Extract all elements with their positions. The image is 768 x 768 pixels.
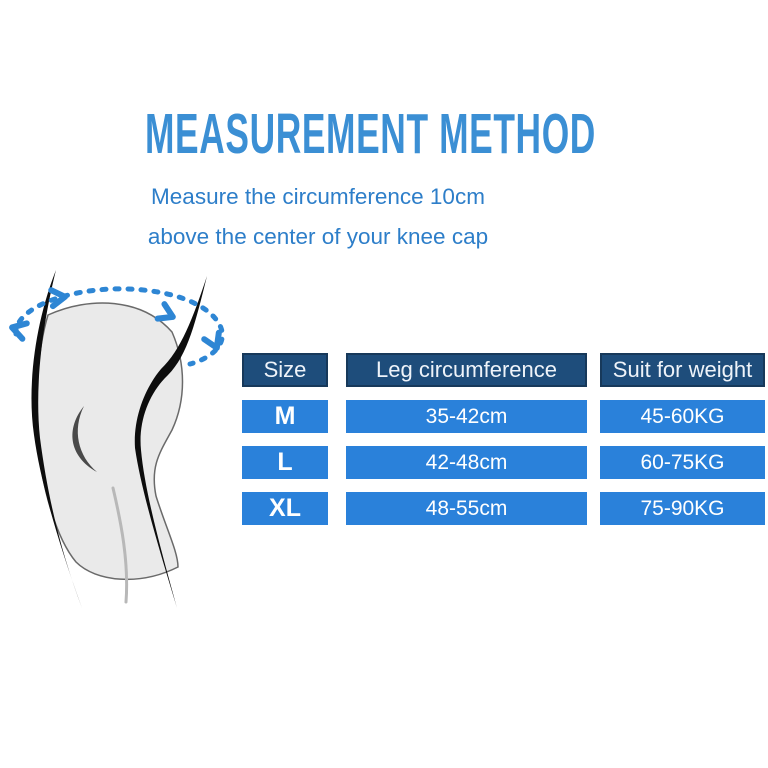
column-header-size: Size [242,353,328,387]
weight-range-value: 60-75KG [600,446,765,479]
arrow-icon [48,287,68,310]
leg-circumference-value: 48-55cm [346,492,587,525]
page-title: MEASUREMENT METHOD [145,102,596,166]
instruction-line-1: Measure the circumference 10cm [151,184,485,209]
kneecap-crescent [72,406,97,472]
table-row-m: M 35-42cm 45-60KG [242,400,765,433]
column-header-leg-circumference: Leg circumference [346,353,587,387]
table-row-xl: XL 48-55cm 75-90KG [242,492,765,525]
size-value: M [242,400,328,433]
size-value: XL [242,492,328,525]
leg-circumference-value: 42-48cm [346,446,587,479]
column-header-suit-for-weight: Suit for weight [600,353,765,387]
measure-direction-arrow-icons [9,287,222,351]
shin-shading-line [111,486,129,604]
knee-shape [35,302,184,581]
measurement-instruction: Measure the circumference 10cm above the… [118,177,518,257]
table-header-row: Size Leg circumference Suit for weight [242,353,765,387]
weight-range-value: 45-60KG [600,400,765,433]
knee-measurement-illustration [9,270,225,608]
size-value: L [242,446,328,479]
arrow-icon [9,320,30,342]
arrow-icon [154,301,176,322]
table-row-l: L 42-48cm 60-75KG [242,446,765,479]
right-leg-contour [134,276,207,608]
arrow-icon [201,329,222,351]
weight-range-value: 75-90KG [600,492,765,525]
leg-circumference-value: 35-42cm [346,400,587,433]
instruction-line-2: above the center of your knee cap [147,224,489,249]
size-chart-table: Size Leg circumference Suit for weight M… [242,353,765,538]
